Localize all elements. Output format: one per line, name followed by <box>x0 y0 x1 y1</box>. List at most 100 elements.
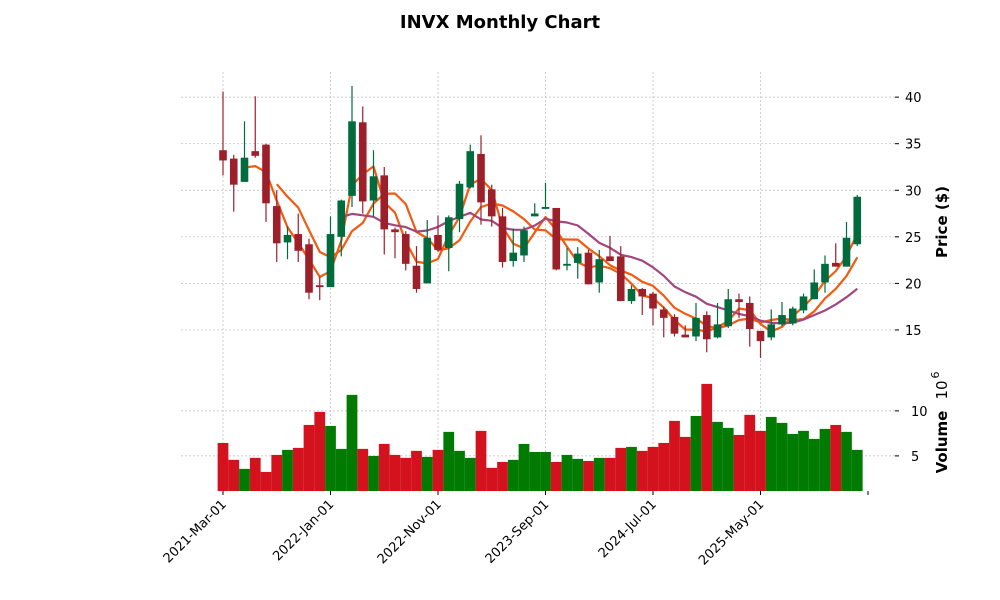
candle-down <box>391 229 399 233</box>
candle-down <box>745 302 754 330</box>
moving-average-3-line <box>244 165 859 333</box>
candle-down <box>380 175 389 230</box>
candle-up <box>337 200 346 237</box>
price-axis-label: Price ($) <box>933 186 951 258</box>
volume-bar <box>690 415 702 491</box>
candle-down <box>498 216 507 262</box>
volume-bar <box>841 431 852 491</box>
candle-up <box>724 299 733 327</box>
candle-down <box>702 315 711 340</box>
volume-tick-label: 10 <box>911 405 928 420</box>
candle-down <box>584 252 593 285</box>
candle-down <box>831 262 840 267</box>
candle-up <box>455 183 464 220</box>
grid <box>181 72 895 491</box>
volume-bar <box>325 425 336 491</box>
volume-bar <box>335 448 347 491</box>
volume-bars <box>217 383 863 491</box>
x-tick-label: 2022-Jan-01 <box>270 497 337 564</box>
candle-up <box>563 263 571 266</box>
volume-bar <box>561 454 573 491</box>
candle-up <box>423 237 432 284</box>
candle-down <box>659 309 668 318</box>
moving-averages <box>244 165 859 333</box>
volume-bar <box>830 424 842 491</box>
x-tick-label: 2022-Nov-01 <box>375 497 445 567</box>
price-tick-label: 30 <box>905 184 922 199</box>
volume-bar <box>454 450 465 491</box>
candle-down <box>649 293 657 309</box>
candle-up <box>520 230 528 256</box>
volume-bar <box>679 436 691 491</box>
chart-title: INVX Monthly Chart <box>400 12 601 33</box>
volume-bar <box>626 446 637 491</box>
volume-bar <box>550 461 562 491</box>
candle-down <box>358 122 367 202</box>
axes: 15 20 25 30 35 40 5 10 2021-Mar-01 2022-Jan-01 202… <box>161 91 928 568</box>
volume-bar <box>776 422 788 491</box>
candle-down <box>616 256 625 302</box>
volume-bar <box>249 457 261 491</box>
candle-up <box>466 151 475 188</box>
price-tick-label: 35 <box>905 138 922 153</box>
volume-bar <box>217 442 229 491</box>
candle-down <box>670 316 679 334</box>
volume-exponent: 6 <box>929 372 942 379</box>
candle-down <box>305 244 313 293</box>
candle-up <box>369 176 378 201</box>
candle-up <box>326 234 335 288</box>
candle-up <box>842 237 851 267</box>
volume-tick-label: 5 <box>911 450 919 465</box>
candle-up <box>509 252 518 262</box>
volume-label: Volume <box>933 411 951 474</box>
candle-down <box>606 256 614 262</box>
volume-bar <box>239 468 250 491</box>
volume-bar <box>647 446 659 491</box>
candle-down <box>272 206 281 244</box>
volume-bar <box>497 461 508 491</box>
candle-down <box>735 299 743 303</box>
volume-bar <box>819 428 831 491</box>
volume-bar <box>346 394 358 491</box>
volume-exponent-base: 10 <box>933 380 951 399</box>
volume-bar <box>701 383 713 491</box>
candle-up <box>444 217 453 249</box>
candle-up <box>283 234 292 243</box>
candle-up <box>713 324 722 338</box>
volume-bar <box>486 467 498 491</box>
candle-up <box>778 315 786 325</box>
candle-up <box>240 157 249 182</box>
volume-bar <box>228 459 240 491</box>
candle-down <box>487 189 496 217</box>
candle-down <box>434 234 442 250</box>
volume-bar <box>787 433 799 491</box>
candle-down <box>477 153 485 203</box>
volume-bar <box>744 414 756 491</box>
volume-bar <box>755 430 766 491</box>
volume-bar <box>658 442 670 491</box>
volume-bar <box>292 447 304 491</box>
candles <box>219 85 862 358</box>
price-tick-label: 20 <box>905 277 922 292</box>
volume-bar <box>475 430 487 491</box>
candle-down <box>756 330 765 342</box>
volume-bar <box>765 416 777 491</box>
x-tick-label: 2024-Jul-01 <box>596 497 660 561</box>
volume-bar <box>636 450 648 491</box>
volume-bar <box>518 443 530 491</box>
volume-bar <box>733 434 745 491</box>
volume-bar <box>593 457 605 491</box>
volume-bar <box>260 471 272 491</box>
volume-bar <box>798 430 809 491</box>
volume-bar <box>851 449 863 491</box>
candle-down <box>315 285 324 288</box>
volume-bar <box>378 443 390 491</box>
volume-bar <box>615 447 627 491</box>
volume-bar <box>572 458 584 491</box>
volume-bar <box>712 421 723 491</box>
candle-down <box>412 265 421 289</box>
candle-down <box>251 151 260 156</box>
volume-bar <box>411 450 422 491</box>
candle-down <box>552 207 561 270</box>
volume-bar <box>314 411 326 491</box>
